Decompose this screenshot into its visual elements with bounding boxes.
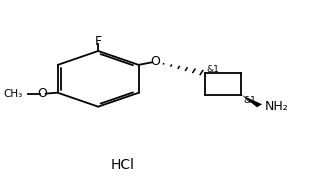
Text: &1: &1 — [243, 96, 256, 105]
Text: O: O — [151, 55, 161, 68]
Polygon shape — [241, 95, 262, 107]
Text: O: O — [38, 87, 47, 100]
Text: &1: &1 — [207, 65, 220, 74]
Text: F: F — [95, 35, 102, 48]
Text: NH₂: NH₂ — [265, 100, 289, 113]
Text: HCl: HCl — [110, 158, 134, 172]
Text: CH₃: CH₃ — [4, 89, 23, 99]
